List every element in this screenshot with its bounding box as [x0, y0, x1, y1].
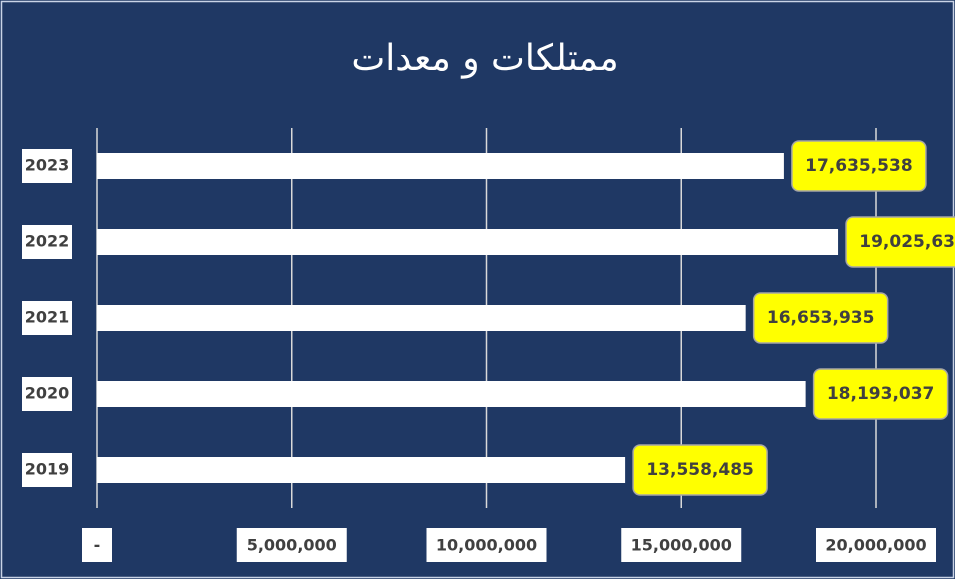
y-tick-label: 2022 — [25, 232, 70, 251]
value-label: 18,193,037 — [827, 384, 935, 404]
x-tick-box — [816, 528, 936, 562]
chart-title: ممتلكات و معدات — [351, 38, 618, 79]
y-tick-box — [22, 149, 72, 183]
x-tick-box — [621, 528, 742, 562]
bar — [97, 153, 784, 179]
y-tick-box — [22, 453, 72, 487]
y-tick-label: 2021 — [25, 308, 70, 327]
x-tick-box — [82, 528, 112, 562]
y-tick-box — [22, 301, 72, 335]
value-label-box — [752, 292, 889, 344]
y-tick-label: 2019 — [25, 460, 70, 479]
value-label-box — [845, 216, 955, 268]
bar — [97, 229, 839, 255]
y-tick-box — [22, 377, 72, 411]
x-tick-box — [236, 528, 347, 562]
y-tick-label: 2023 — [25, 156, 70, 175]
x-tick-label: 15,000,000 — [631, 536, 732, 555]
value-label-box — [812, 368, 949, 420]
y-tick-label: 2020 — [25, 384, 70, 403]
bar — [97, 381, 806, 407]
x-tick-box — [426, 528, 547, 562]
value-label-box — [791, 140, 927, 192]
y-tick-box — [22, 225, 72, 259]
x-tick-label: - — [94, 536, 101, 555]
x-tick-label: 5,000,000 — [247, 536, 337, 555]
x-tick-label: 20,000,000 — [825, 536, 926, 555]
bar — [97, 457, 626, 483]
value-label: 13,558,485 — [646, 460, 754, 480]
value-label: 19,025,634 — [859, 232, 955, 252]
x-tick-label: 10,000,000 — [436, 536, 537, 555]
value-label: 16,653,935 — [767, 308, 875, 328]
bar — [97, 305, 746, 331]
value-label-box — [632, 444, 768, 496]
value-label: 17,635,538 — [805, 156, 913, 176]
